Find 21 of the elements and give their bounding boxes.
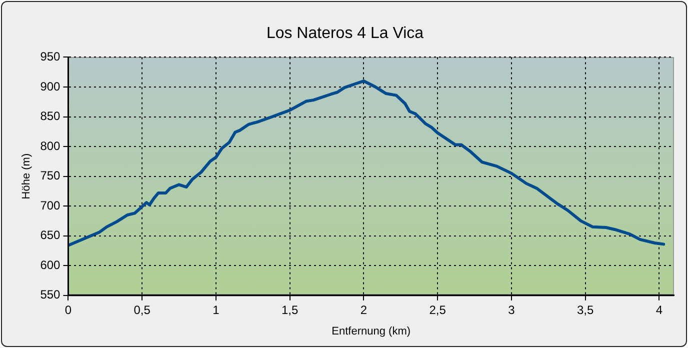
x-axis-title: Entfernung (km) [332,325,411,338]
y-axis-title: Höhe (m) [20,153,33,200]
x-tick-label: 1 [212,302,220,317]
y-tick-label: 700 [40,198,61,212]
x-tick-label: 4 [656,302,663,317]
x-tick-label: 0,5 [134,302,151,317]
x-tick-label: 0 [64,302,72,317]
y-tick-label: 900 [40,79,61,94]
y-tick-label: 600 [40,258,61,272]
x-tick-label: 2 [360,302,368,317]
y-tick-label: 800 [40,138,61,153]
y-tick-label: 950 [40,50,61,64]
chart-title: Los Nateros 4 La Vica [266,25,424,42]
x-tick-label: 2,5 [429,302,446,317]
y-tick-label: 850 [40,109,61,124]
x-tick-label: 3 [508,302,516,317]
x-tick-label: 1,5 [282,302,299,317]
y-tick-label: 550 [40,288,61,302]
y-tick-label: 650 [40,228,61,242]
y-tick-label: 750 [40,168,61,183]
x-tick-label: 3,5 [577,302,594,317]
